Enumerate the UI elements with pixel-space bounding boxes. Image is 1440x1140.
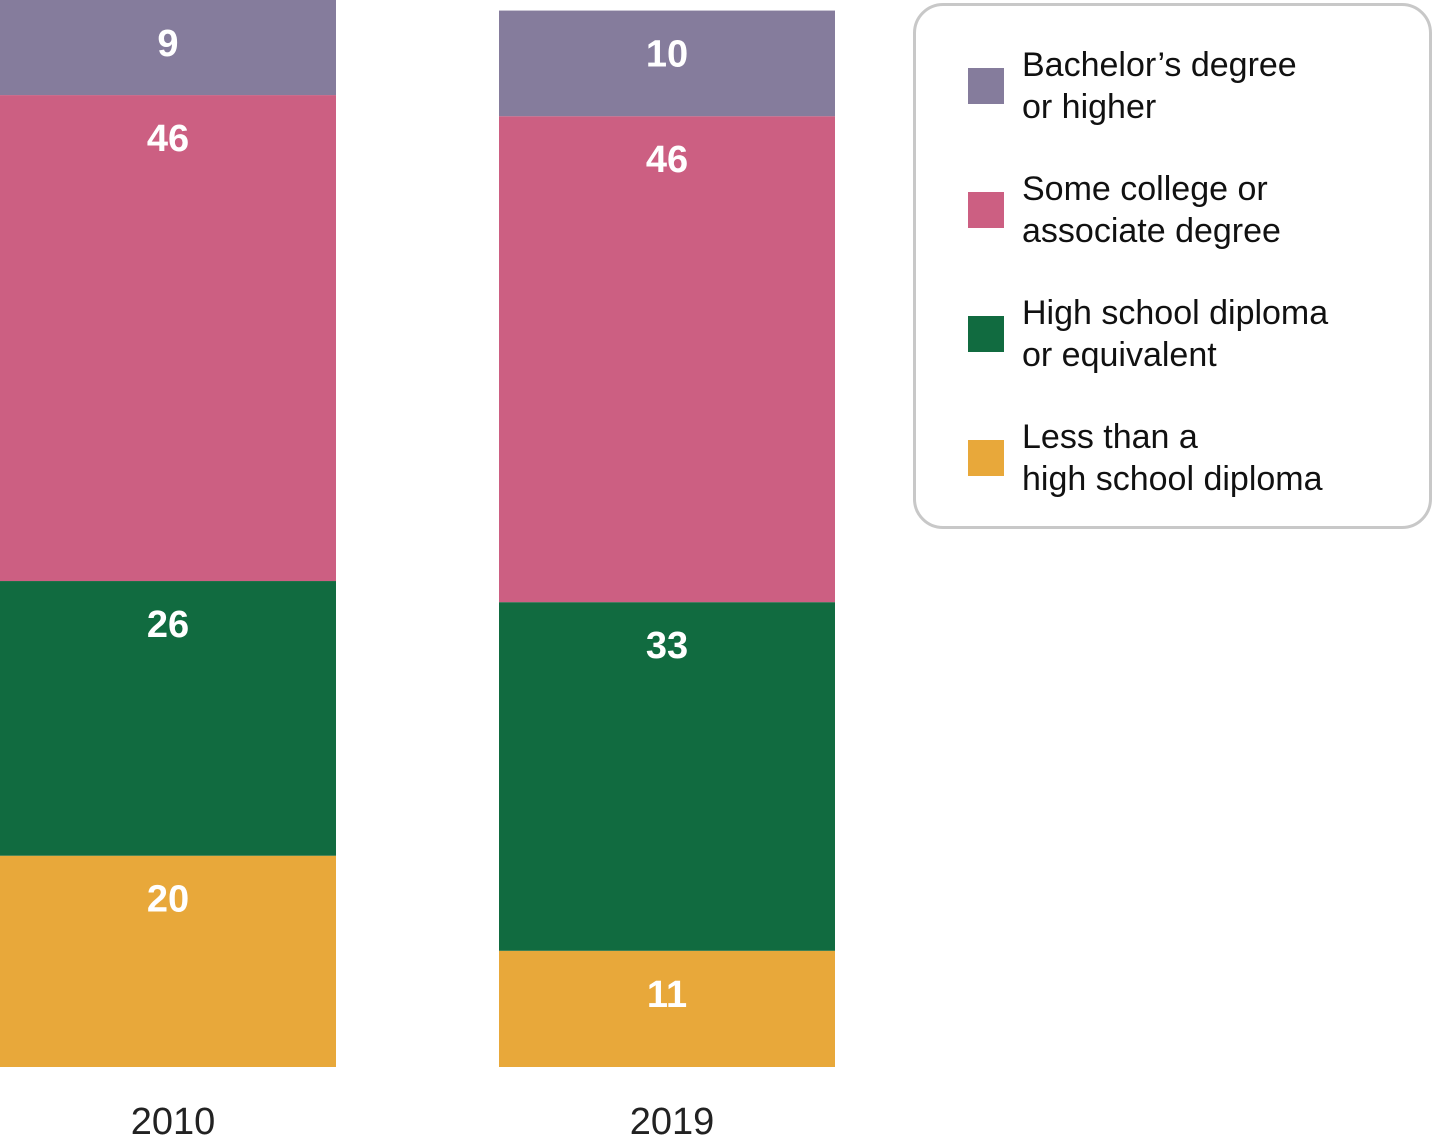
- legend-label: Less than a high school diploma: [1022, 418, 1323, 498]
- bar-segment: [0, 0, 336, 96]
- legend-label: Bachelor’s degree or higher: [1022, 46, 1297, 126]
- x-tick-label: 2019: [630, 1101, 715, 1140]
- bar-segment: [0, 855, 336, 1067]
- value-label: 46: [646, 139, 688, 181]
- value-label: 10: [646, 34, 688, 76]
- legend-swatch: [968, 68, 1004, 104]
- legend-label: High school diploma or equivalent: [1022, 294, 1329, 374]
- value-label: 11: [647, 974, 687, 1016]
- x-tick-label: 2010: [131, 1101, 216, 1140]
- bar-segment: [499, 116, 835, 603]
- bar-segment: [0, 581, 336, 856]
- legend-swatch: [968, 192, 1004, 228]
- bar-segment: [499, 10, 835, 117]
- bar-segment: [499, 602, 835, 951]
- value-label: 20: [147, 879, 189, 921]
- legend: Bachelor’s degree or higher Some college …: [913, 3, 1432, 529]
- legend-swatch: [968, 440, 1004, 476]
- bar-segment: [499, 950, 835, 1067]
- value-label: 46: [147, 118, 189, 160]
- legend-swatch: [968, 316, 1004, 352]
- bar-segment: [0, 95, 336, 582]
- legend-label: Some college or associate degree: [1022, 170, 1281, 250]
- value-label: 33: [646, 625, 688, 667]
- value-label: 9: [157, 23, 178, 65]
- value-label: 26: [147, 604, 189, 646]
